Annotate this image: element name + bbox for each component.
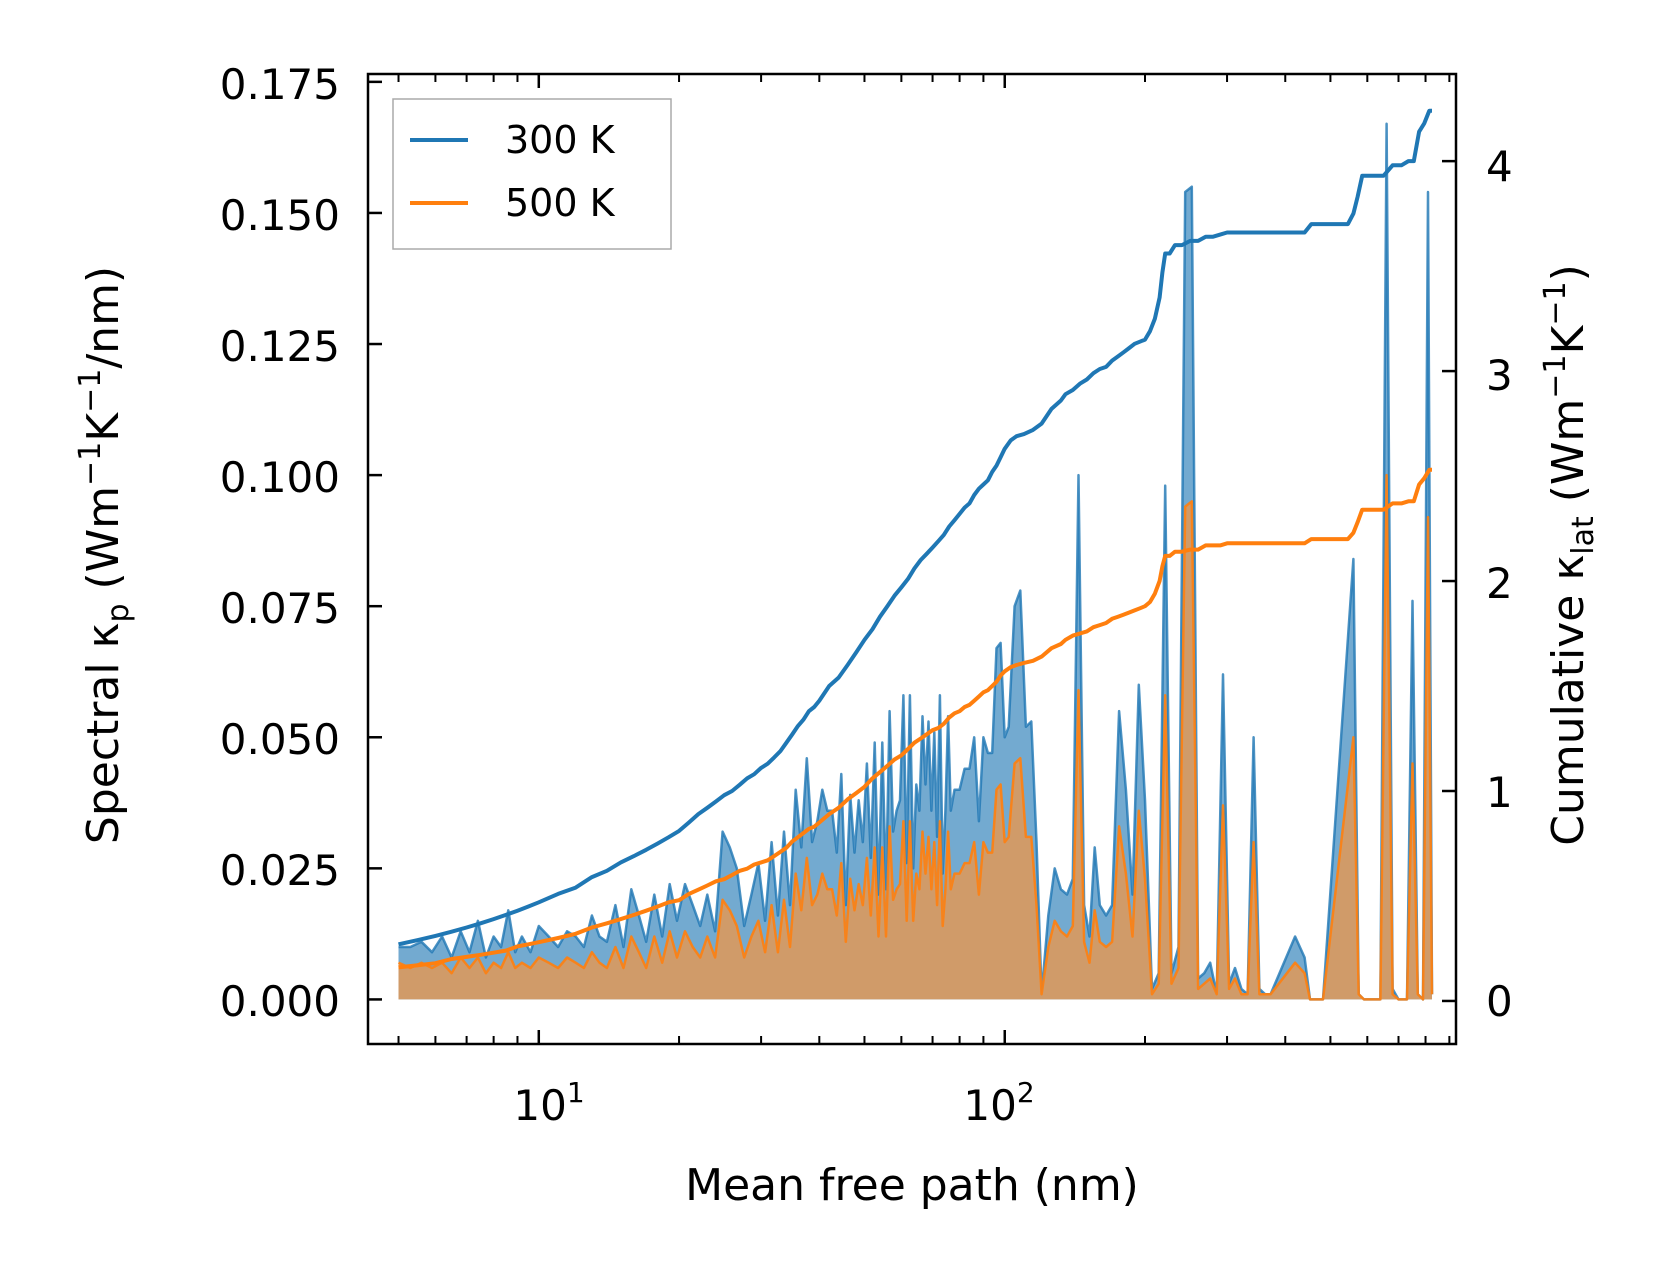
legend-box [392, 98, 672, 250]
y-left-tick-label: 0.000 [220, 977, 340, 1026]
y-right-tick-label: 4 [1486, 142, 1513, 191]
y-right-axis-label: Cumulative κlat (Wm−1K−1) [1538, 264, 1601, 846]
y-left-tick-label: 0.025 [220, 846, 340, 895]
legend: 300 K 500 K [392, 98, 672, 250]
y-left-tick-label: 0.175 [220, 60, 340, 109]
y-left-tick-label: 0.050 [220, 715, 340, 764]
y-left-tick-label: 0.150 [220, 191, 340, 240]
y-right-tick-label: 1 [1486, 768, 1513, 817]
y-left-tick-label: 0.075 [220, 584, 340, 633]
spectral-500k-line [397, 473, 1434, 1001]
y-right-tick-label: 3 [1486, 351, 1513, 400]
legend-label-500k: 500 K [505, 181, 616, 225]
axis-ticks [368, 74, 1456, 1044]
y-right-tick-label: 0 [1486, 977, 1513, 1026]
plot-frame [366, 72, 1458, 1046]
plot-content [397, 108, 1434, 1001]
y-left-axis-label: Spectral κp (Wm−1K−1/nm) [73, 266, 136, 844]
spectral-300k-line [398, 122, 1434, 1001]
cumulative-300k-line [398, 108, 1432, 947]
y-right-tick-label: 2 [1486, 559, 1513, 608]
x-tick-label-10: 101 [513, 1076, 584, 1130]
x-tick-label-100: 102 [963, 1076, 1034, 1130]
cumulative-500k-line [398, 467, 1432, 970]
legend-label-300k: 300 K [505, 118, 616, 162]
y-left-tick-label: 0.125 [220, 322, 340, 371]
x-axis-label: Mean free path (nm) [685, 1160, 1139, 1211]
y-left-tick-label: 0.100 [220, 453, 340, 502]
